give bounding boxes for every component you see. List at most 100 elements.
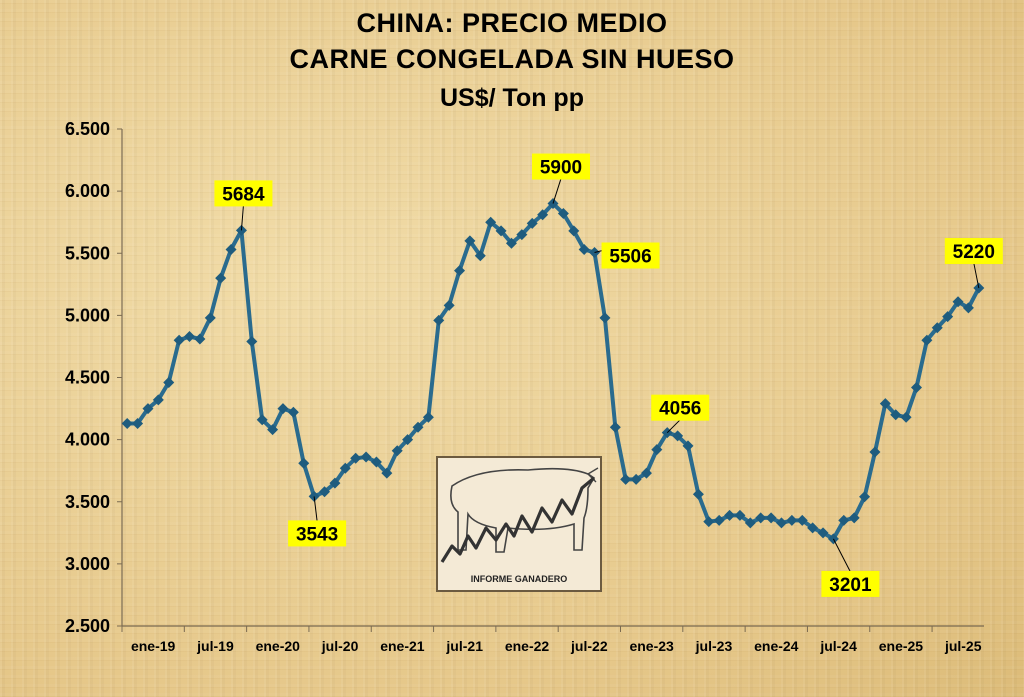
data-point [516,229,528,241]
data-point [287,406,299,418]
data-point [807,522,819,534]
data-point [464,235,476,247]
data-point [910,381,922,393]
data-point [298,457,310,469]
data-point [796,514,808,526]
label-background [821,570,880,597]
data-point [817,527,829,539]
data-point [568,225,580,237]
data-point [350,452,362,464]
leader-line [832,538,851,573]
x-tick-label: jul-25 [944,638,982,654]
x-tick-label: ene-25 [879,638,924,654]
y-tick-label: 5.000 [65,305,110,325]
data-point [339,462,351,474]
data-point [557,207,569,219]
data-point [962,302,974,314]
data-point [713,514,725,526]
data-point [256,414,268,426]
leader-line [552,178,562,204]
data-point [152,394,164,406]
x-tick-label: jul-20 [321,638,359,654]
data-point [454,265,466,277]
logo-caption: INFORME GANADERO [470,574,568,584]
label-background [651,394,710,421]
data-point [848,512,860,524]
value-annotations: 5684 3543 5900 5506 4056 3201 5220 [214,153,1003,597]
label-background [214,180,273,207]
data-point [734,509,746,521]
data-point [267,424,279,436]
y-tick-label: 5.500 [65,243,110,263]
value-label: 5506 [594,242,660,269]
data-point [879,398,891,410]
data-point [526,217,538,229]
leader-line [666,419,681,434]
y-tick-label: 6.500 [65,119,110,139]
value-label: 5900 [532,153,590,204]
data-point [609,421,621,433]
data-point [443,299,455,311]
data-point [765,512,777,524]
y-tick-label: 4.000 [65,430,110,450]
y-tick-label: 3.500 [65,492,110,512]
data-point [246,335,258,347]
label-text: 4056 [659,399,701,420]
data-point [329,477,341,489]
label-text: 5506 [609,247,651,268]
label-background [532,153,590,180]
data-point [651,444,663,456]
x-tick-label: jul-22 [570,638,608,654]
data-point [277,403,289,415]
data-point [620,473,632,485]
informe-ganadero-logo: INFORME GANADERO [436,456,602,592]
data-point [630,473,642,485]
data-point [474,250,486,262]
data-point [163,376,175,388]
label-text: 5220 [953,242,995,263]
x-tick-label: jul-19 [196,638,234,654]
x-tick-label: ene-22 [505,638,550,654]
x-tick-label: ene-23 [629,638,674,654]
data-point [859,491,871,503]
data-point [931,322,943,334]
label-background [601,242,660,269]
x-axis-ticks: ene-19 jul-19 ene-20 jul-20 ene-21 jul-21 ene-… [121,626,982,654]
x-tick-label: jul-23 [695,638,733,654]
data-point [640,467,652,479]
data-point [173,334,185,346]
cattle-logo-icon [440,467,599,563]
data-point [433,314,445,326]
data-point [744,517,756,529]
data-point [786,514,798,526]
data-point [942,311,954,323]
leader-line [240,205,244,231]
data-point [703,516,715,528]
label-text: 5684 [222,184,265,205]
data-point [755,512,767,524]
data-point [921,334,933,346]
label-background [288,520,347,547]
label-text: 3543 [296,524,338,545]
label-text: 5900 [540,158,582,179]
y-axis-ticks: 2.500 3.000 3.500 4.000 4.500 5.000 5.500 6.000… [65,119,122,636]
data-point [578,244,590,256]
data-point [838,514,850,526]
x-tick-label: ene-21 [380,638,425,654]
data-point [537,209,549,221]
x-tick-label: ene-19 [131,638,176,654]
chart-title-line1: CHINA: PRECIO MEDIO [356,8,668,38]
value-label: 5684 [214,180,273,231]
data-point [599,312,611,324]
x-tick-label: ene-24 [754,638,799,654]
data-point [900,411,912,423]
data-point [682,440,694,452]
data-point [505,237,517,249]
data-point [142,403,154,415]
data-point [724,509,736,521]
value-label: 4056 [651,394,710,434]
data-point [402,434,414,446]
data-point [672,430,684,442]
x-tick-label: jul-21 [445,638,483,654]
